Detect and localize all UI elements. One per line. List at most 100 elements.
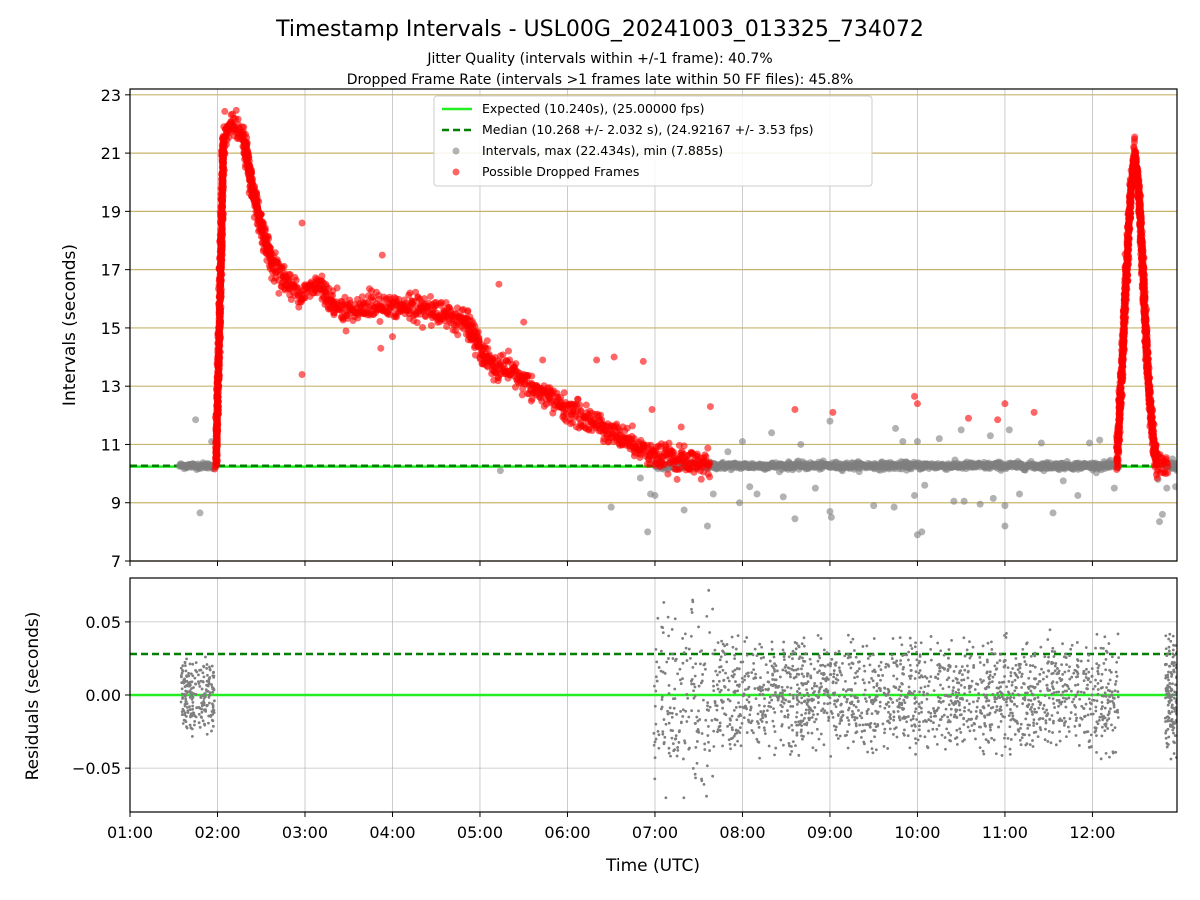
- dropped-frame-point: [213, 424, 221, 432]
- residual-point: [185, 657, 189, 661]
- figure-title: Timestamp Intervals - USL00G_20241003_01…: [275, 17, 924, 42]
- interval-outlier-point: [1001, 502, 1009, 510]
- intervals-y-tick-label: 19: [101, 202, 121, 221]
- interval-outlier-point: [1074, 491, 1082, 499]
- interval-outlier-point: [826, 507, 834, 515]
- interval-outlier-point: [960, 497, 968, 505]
- interval-outlier-point: [899, 438, 907, 446]
- dropped-frame-point: [576, 401, 584, 409]
- residual-point: [184, 693, 188, 697]
- residual-point: [685, 692, 689, 696]
- interval-outlier-point: [913, 438, 921, 446]
- dropped-frame-point: [1121, 316, 1129, 324]
- residual-point: [194, 692, 198, 696]
- residual-point: [211, 708, 215, 712]
- residual-point: [667, 634, 671, 638]
- residual-point: [185, 675, 189, 678]
- residual-point: [204, 655, 207, 659]
- residual-point: [186, 709, 190, 713]
- interval-outlier-point: [870, 502, 878, 510]
- dropped-frame-point: [1127, 185, 1135, 193]
- dropped-frame-point: [215, 346, 223, 354]
- interval-outlier-point: [950, 497, 958, 505]
- dropped-frame-point: [218, 179, 226, 187]
- dropped-frame-point: [1149, 413, 1157, 421]
- dropped-frame-point: [673, 475, 681, 483]
- residual-point: [207, 721, 210, 725]
- residual-point: [188, 695, 192, 699]
- residual-point: [207, 701, 211, 705]
- residual-point: [191, 707, 195, 711]
- dropped-frame-point: [1140, 294, 1148, 302]
- dropped-frame-point: [342, 327, 350, 335]
- residual-point: [198, 684, 202, 688]
- dropped-frame-point: [218, 203, 226, 211]
- residual-point: [204, 688, 208, 692]
- dropped-frame-point: [264, 232, 272, 240]
- interval-outlier-point: [1173, 467, 1177, 475]
- dropped-frame-point: [1145, 364, 1153, 372]
- dropped-frame-point: [706, 473, 714, 481]
- residual-point: [681, 637, 684, 640]
- residual-point: [191, 695, 195, 699]
- interval-outlier-point: [736, 499, 744, 507]
- dropped-frame-point: [234, 115, 242, 123]
- residual-point: [191, 674, 195, 678]
- dropped-frame-point: [420, 295, 428, 303]
- dropped-frame-point: [1150, 421, 1158, 429]
- residual-point: [193, 676, 197, 680]
- legend-intervals-swatch: [452, 147, 460, 155]
- interval-outlier-point: [496, 467, 504, 475]
- dropped-frame-outlier-point: [706, 403, 714, 411]
- residual-point: [708, 705, 712, 709]
- dropped-frame-point: [1140, 270, 1148, 278]
- residual-point: [193, 719, 197, 723]
- dropped-frame-point: [216, 267, 224, 275]
- intervals-y-tick-label: 11: [101, 435, 121, 454]
- interval-outlier-point: [986, 432, 994, 440]
- residual-point: [196, 680, 200, 684]
- residual-point: [185, 691, 189, 694]
- dropped-frame-point: [280, 262, 288, 270]
- dropped-frame-point: [212, 437, 220, 445]
- dropped-frame-point: [1153, 474, 1161, 482]
- residual-point: [188, 723, 192, 727]
- interval-outlier-point: [1001, 522, 1009, 530]
- residual-point: [187, 684, 191, 688]
- residual-point: [183, 685, 187, 689]
- interval-outlier-point: [724, 448, 732, 456]
- interval-outlier-point: [196, 509, 204, 517]
- residual-point: [181, 664, 185, 668]
- dropped-frame-point: [471, 322, 479, 330]
- interval-outlier-point: [607, 503, 615, 511]
- residual-point: [197, 673, 200, 677]
- residual-point: [189, 672, 193, 676]
- dropped-frame-point: [216, 231, 224, 239]
- residual-point: [212, 711, 216, 714]
- residual-point: [180, 710, 184, 714]
- interval-outlier-point: [1172, 483, 1177, 491]
- dropped-frame-point: [243, 143, 251, 151]
- interval-outlier-point: [779, 493, 787, 501]
- residual-point: [205, 704, 209, 708]
- dropped-frame-point: [560, 389, 568, 397]
- residual-point: [199, 715, 203, 719]
- residual-point: [203, 722, 206, 726]
- dropped-frame-point: [1140, 254, 1148, 262]
- dropped-frame-point: [660, 461, 668, 469]
- residual-point: [194, 661, 198, 665]
- legend-intervals-label: Intervals, max (22.434s), min (7.885s): [482, 143, 723, 158]
- residual-point: [210, 683, 213, 686]
- interval-outlier-point: [935, 435, 943, 443]
- residual-point: [181, 722, 185, 725]
- residual-point: [205, 663, 209, 666]
- residual-point: [192, 711, 196, 715]
- residual-point: [205, 679, 209, 683]
- dropped-frame-point: [484, 344, 492, 352]
- legend-frame: [433, 95, 873, 187]
- dropped-frame-outlier-point: [518, 391, 526, 399]
- dropped-frame-outlier-point: [520, 318, 528, 326]
- dropped-frame-point: [577, 407, 585, 415]
- intervals-y-tick-label: 7: [111, 552, 121, 571]
- residual-point: [202, 665, 206, 669]
